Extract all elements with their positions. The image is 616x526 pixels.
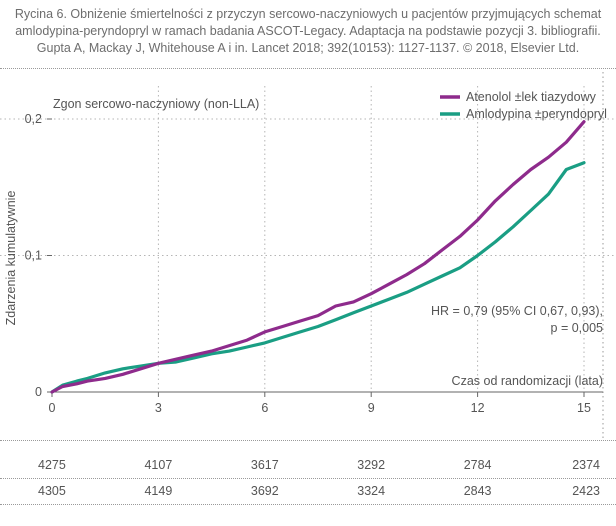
at-risk-cell: 3692	[250, 484, 279, 498]
at-risk-row-amlodipine: 4305 4149 3692 3324 2843 2423	[0, 484, 616, 500]
at-risk-cell: 3324	[357, 484, 386, 498]
x-tick-label: 6	[261, 401, 268, 415]
y-axis-label: Zdarzenia kumulatywnie	[4, 191, 18, 326]
table-divider-bottom	[0, 504, 616, 505]
series-line-amlodipine	[50, 161, 586, 394]
series-line-atenolol	[50, 120, 586, 394]
x-tick-label: 3	[155, 401, 162, 415]
at-risk-cell: 4305	[38, 484, 66, 498]
figure-caption: Rycina 6. Obniżenie śmiertelności z przy…	[0, 6, 616, 57]
p-value-annotation: p = 0,005	[551, 321, 604, 335]
at-risk-cell: 3292	[357, 458, 386, 472]
caption-divider	[0, 68, 616, 69]
table-divider-middle	[0, 478, 616, 479]
hr-annotation: HR = 0,79 (95% CI 0,67, 0,93),	[431, 304, 603, 318]
x-axis-label: Czas od randomizacji (lata)	[452, 374, 603, 388]
x-tick-label: 12	[471, 401, 485, 415]
at-risk-cell: 2423	[572, 484, 600, 498]
legend-label-amlodipine: Amlodypina ±peryndopryl	[466, 107, 607, 121]
legend-label-atenolol: Atenolol ±lek tiazydowy	[466, 90, 597, 104]
at-risk-cell: 2374	[572, 458, 600, 472]
y-tick-label: 0	[35, 385, 42, 399]
table-divider-top	[0, 440, 616, 441]
x-tick-label: 9	[368, 401, 375, 415]
x-tick-label: 0	[49, 401, 56, 415]
caption-line-1: Rycina 6. Obniżenie śmiertelności z przy…	[14, 7, 602, 21]
at-risk-cell: 4149	[144, 484, 173, 498]
at-risk-cell: 2784	[463, 458, 492, 472]
survival-chart: 0 3 6 9 12 15 0 0,1 0,2 Zgon sercowo-naczyniowy …	[0, 72, 616, 440]
at-risk-row-atenolol: 4275 4107 3617 3292 2784 2374	[0, 458, 616, 474]
chart-title: Zgon sercowo-naczyniowy (non-LLA)	[53, 97, 259, 111]
legend: Atenolol ±lek tiazydowy Amlodypina ±pery…	[440, 90, 607, 121]
at-risk-cell: 2843	[463, 484, 492, 498]
at-risk-cell: 4275	[38, 458, 66, 472]
y-tick-label: 0,2	[25, 112, 42, 126]
caption-line-3: Gupta A, Mackay J, Whitehouse A i in. La…	[36, 41, 580, 55]
at-risk-cell: 3617	[250, 458, 279, 472]
x-tick-label: 15	[577, 401, 591, 415]
caption-line-2: amlodypina-peryndopryl w ramach badania …	[15, 24, 601, 38]
at-risk-cell: 4107	[144, 458, 173, 472]
y-tick-label: 0,1	[25, 249, 42, 263]
